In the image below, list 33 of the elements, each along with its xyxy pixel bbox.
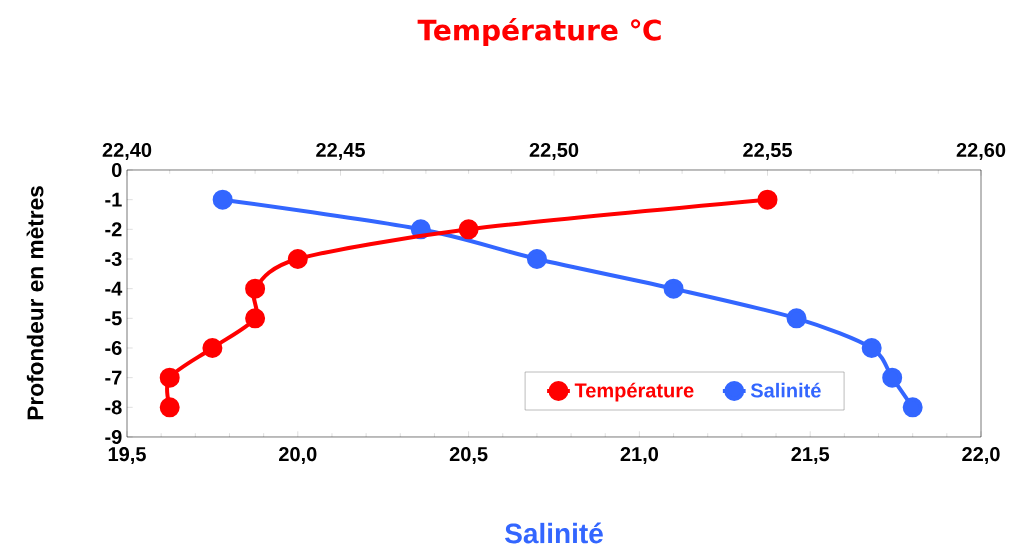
x2-tick-label: 22,60 xyxy=(956,142,1006,160)
y-tick-label: -6 xyxy=(105,340,122,356)
y-tick-label: -9 xyxy=(105,429,122,445)
y-tick-label: -1 xyxy=(105,192,122,207)
x2-axis-title: Température ℃ xyxy=(417,17,661,47)
x2-tick-label: 22,40 xyxy=(102,142,152,160)
point xyxy=(526,249,547,269)
x-axis-title: Salinité xyxy=(505,522,603,544)
x2-tick-label: 22,55 xyxy=(743,142,792,160)
y-tick-label: -5 xyxy=(105,311,122,326)
x-tick-label: 21,0 xyxy=(620,447,659,465)
y-tick-label: -4 xyxy=(105,281,123,296)
x-tick-label: 21,5 xyxy=(791,447,830,465)
point xyxy=(663,278,684,299)
legend-label: Salinité xyxy=(750,382,821,398)
x2-tick-label: 22,45 xyxy=(316,142,365,160)
y-tick-label: 0 xyxy=(111,162,122,178)
x-tick-label: 20,0 xyxy=(279,447,317,465)
legend-label: Température xyxy=(574,382,694,402)
y-axis-title: Profondeur en mètres xyxy=(26,186,44,420)
point xyxy=(882,367,903,388)
y-tick-label: -8 xyxy=(105,400,122,415)
point xyxy=(212,189,233,210)
x-tick-label: 22,0 xyxy=(962,447,1000,465)
x2-tick-label: 22,50 xyxy=(529,142,579,160)
y-tick-label: -2 xyxy=(105,222,122,237)
y-tick-label: -7 xyxy=(105,370,122,385)
point xyxy=(861,337,882,358)
point xyxy=(902,397,923,418)
x-tick-label: 20,5 xyxy=(449,447,488,465)
point xyxy=(786,308,807,329)
x-tick-label: 19,5 xyxy=(108,447,146,465)
y-tick-label: -3 xyxy=(105,251,122,267)
